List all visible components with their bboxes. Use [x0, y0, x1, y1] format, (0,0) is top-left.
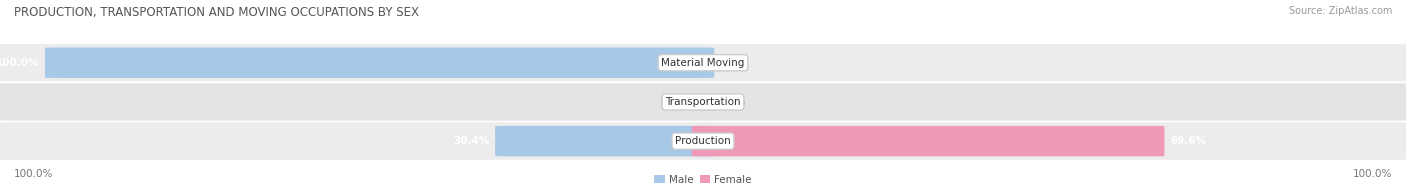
Text: 30.4%: 30.4% [453, 136, 489, 146]
Text: Source: ZipAtlas.com: Source: ZipAtlas.com [1288, 6, 1392, 16]
FancyBboxPatch shape [45, 47, 714, 78]
Text: 0.0%: 0.0% [720, 97, 747, 107]
Text: 100.0%: 100.0% [0, 58, 39, 68]
Text: 0.0%: 0.0% [720, 58, 747, 68]
FancyBboxPatch shape [0, 83, 1406, 121]
FancyBboxPatch shape [0, 43, 1406, 82]
Text: Transportation: Transportation [665, 97, 741, 107]
Text: Material Moving: Material Moving [661, 58, 745, 68]
FancyBboxPatch shape [495, 126, 714, 156]
Text: 0.0%: 0.0% [659, 97, 686, 107]
Text: PRODUCTION, TRANSPORTATION AND MOVING OCCUPATIONS BY SEX: PRODUCTION, TRANSPORTATION AND MOVING OC… [14, 6, 419, 19]
FancyBboxPatch shape [692, 126, 1164, 156]
Legend: Male, Female: Male, Female [650, 171, 756, 189]
Text: 100.0%: 100.0% [14, 169, 53, 179]
FancyBboxPatch shape [0, 122, 1406, 161]
Text: 100.0%: 100.0% [1353, 169, 1392, 179]
Text: Production: Production [675, 136, 731, 146]
Text: 69.6%: 69.6% [1170, 136, 1206, 146]
